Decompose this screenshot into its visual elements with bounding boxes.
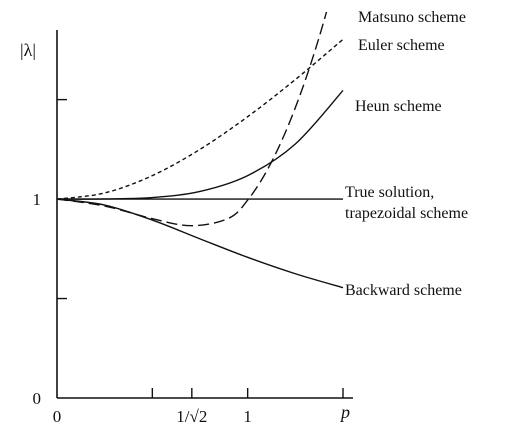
curves [56,12,344,289]
series-label-3: True solution, [345,184,434,201]
series-line-1 [56,38,344,200]
y-tick-label-0: 0 [33,389,42,408]
series-label-2: Heun scheme [355,98,442,115]
series-label-0: Matsuno scheme [358,9,466,26]
x-tick-label-3: 1 [243,407,252,426]
series-labels: Matsuno scheme Euler scheme Heun scheme Tru… [345,9,468,299]
series-label-4: Backward scheme [345,282,462,299]
series-line-2 [56,89,344,200]
x-axis-label: p [339,402,350,422]
x-tick-label-0: 0 [53,407,62,426]
y-axis-label: |λ| [20,40,36,60]
ticks: 0 1/√2 1 0 1 [33,98,344,426]
x-tick-label-2: 1/√2 [176,407,207,426]
series-label-3-line2: trapezoidal scheme [345,205,468,222]
y-tick-label-2: 1 [33,190,42,209]
series-line-4 [56,198,344,289]
series-label-1: Euler scheme [358,37,445,54]
